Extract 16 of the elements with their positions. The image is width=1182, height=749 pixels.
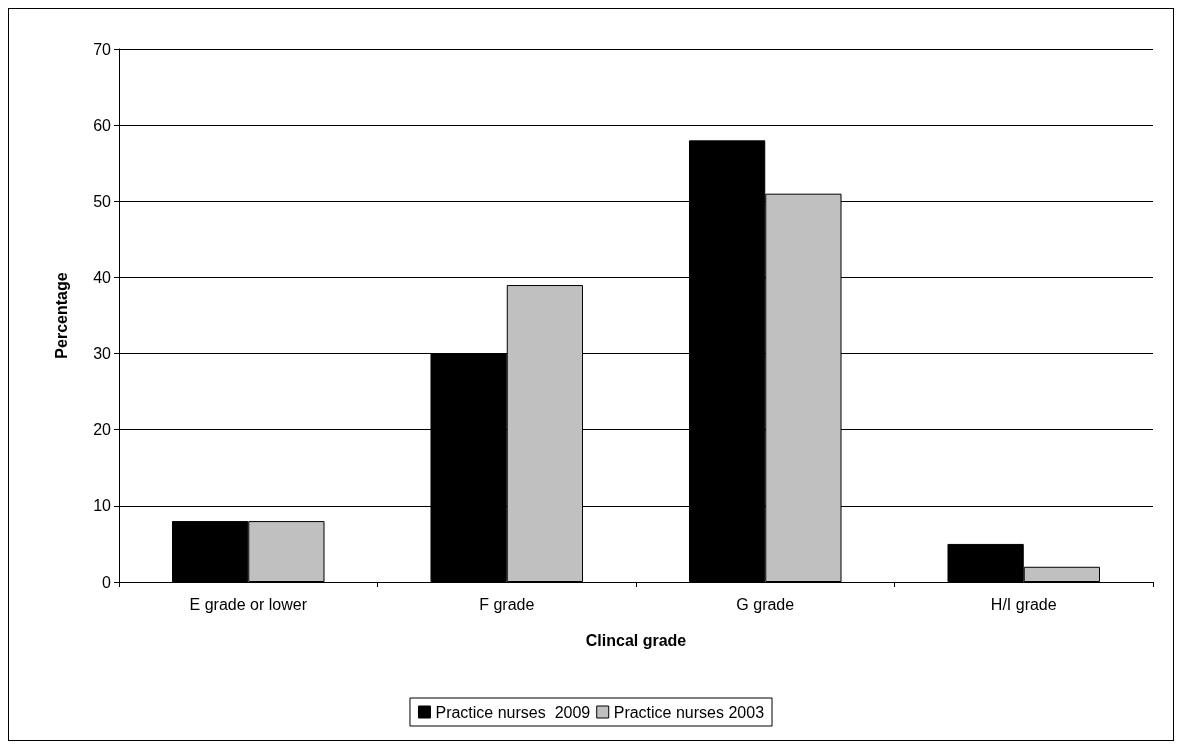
x-tick-label: E grade or lower bbox=[189, 595, 308, 613]
y-tick-label: 70 bbox=[93, 40, 112, 58]
y-tick-label: 50 bbox=[93, 192, 112, 210]
y-tick-label: 0 bbox=[102, 573, 112, 591]
x-tick-label: H/I grade bbox=[990, 595, 1057, 613]
y-tick-label: 40 bbox=[93, 268, 112, 286]
y-axis-title: Percentage bbox=[52, 272, 70, 359]
y-tick-label: 10 bbox=[93, 497, 112, 515]
x-tick-label: F grade bbox=[479, 595, 535, 613]
y-tick-label: 60 bbox=[93, 116, 112, 134]
y-tick-label: 30 bbox=[93, 345, 112, 363]
y-tick-label: 20 bbox=[93, 421, 112, 439]
x-axis-title: Clincal grade bbox=[585, 631, 687, 649]
legend-label: Practice nurses 2003 bbox=[613, 703, 765, 721]
x-tick-label: G grade bbox=[736, 595, 795, 613]
legend-label: Practice nurses 2009 bbox=[435, 703, 591, 721]
